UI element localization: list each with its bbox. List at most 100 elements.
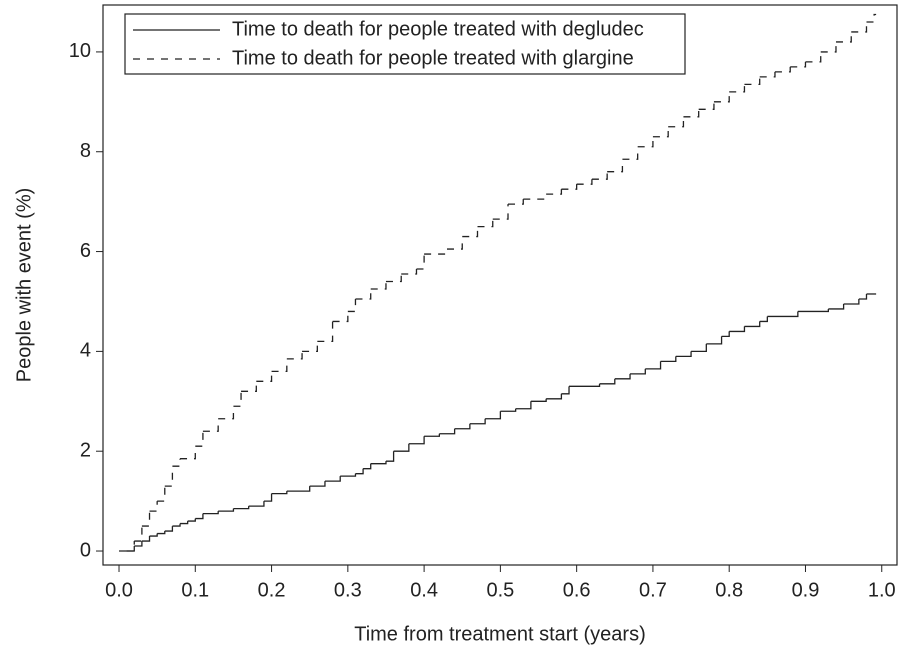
step-line — [195, 513, 204, 520]
step-line — [172, 523, 181, 527]
step-line — [164, 526, 174, 532]
step-line — [599, 378, 616, 385]
x-tick-label: 0.5 — [486, 579, 514, 601]
step-line — [492, 204, 509, 220]
step-line — [843, 298, 860, 305]
step-line — [508, 199, 524, 205]
step-line — [218, 508, 235, 512]
step-line — [729, 84, 746, 93]
step-line — [515, 401, 532, 410]
step-line — [614, 373, 631, 380]
step-line — [401, 269, 418, 275]
step-line — [134, 541, 143, 547]
step-line — [302, 341, 318, 353]
step-line — [134, 526, 143, 542]
step-line — [828, 303, 845, 310]
step-line — [637, 136, 654, 148]
step-line — [119, 546, 135, 552]
plot-frame — [102, 4, 898, 566]
x-tick-label: 0.4 — [410, 579, 438, 601]
step-line — [202, 511, 219, 515]
step-line — [759, 316, 768, 323]
step-line — [797, 308, 830, 313]
step-line — [630, 368, 646, 375]
step-line — [340, 473, 357, 477]
step-line — [645, 361, 662, 370]
step-line — [180, 446, 196, 460]
step-line — [744, 76, 761, 86]
step-line — [408, 436, 425, 445]
y-tick-label: 10 — [69, 40, 91, 62]
step-line — [195, 431, 204, 447]
step-line — [424, 433, 441, 437]
step-line — [721, 331, 730, 338]
step-line — [385, 451, 395, 462]
step-line — [347, 298, 357, 313]
step-line — [439, 428, 456, 435]
step-line — [286, 351, 303, 360]
step-line — [164, 466, 174, 487]
x-tick-label: 1.0 — [868, 579, 896, 601]
step-line — [675, 351, 692, 358]
x-tick-label: 0.0 — [105, 579, 133, 601]
step-line — [622, 146, 639, 160]
y-tick-label: 0 — [80, 539, 91, 561]
step-line — [561, 386, 570, 395]
step-line — [607, 159, 624, 173]
step-line — [141, 536, 151, 542]
step-line — [126, 541, 135, 552]
step-line — [805, 51, 822, 63]
step-line — [858, 293, 868, 300]
step-line — [668, 116, 685, 128]
step-line — [652, 126, 669, 138]
y-tick-label: 6 — [80, 240, 91, 262]
step-line — [820, 41, 837, 53]
step-line — [835, 31, 852, 43]
x-tick-label: 0.3 — [334, 579, 362, 601]
legend-label: Time to death for people treated with gl… — [232, 47, 634, 69]
step-line — [500, 408, 517, 412]
step-line — [485, 411, 502, 420]
step-line — [591, 171, 608, 180]
step-line — [851, 21, 868, 33]
step-line — [446, 236, 463, 250]
step-line — [561, 184, 578, 190]
step-line — [332, 311, 349, 323]
step-line — [187, 518, 196, 522]
step-line — [530, 398, 547, 402]
y-tick-label: 2 — [80, 439, 91, 461]
step-line — [317, 321, 334, 343]
step-line — [149, 501, 158, 512]
step-line — [576, 179, 593, 185]
x-tick-label: 0.2 — [258, 579, 286, 601]
step-line — [424, 249, 448, 255]
step-line — [286, 486, 311, 492]
step-line — [569, 383, 601, 387]
step-line — [523, 194, 547, 200]
step-line — [866, 13, 877, 23]
x-tick-label: 0.7 — [639, 579, 667, 601]
step-line — [241, 381, 257, 392]
step-line — [370, 281, 387, 290]
step-line — [233, 391, 242, 407]
step-line — [546, 189, 563, 195]
step-line — [698, 101, 715, 110]
legend-label: Time to death for people treated with de… — [232, 18, 644, 40]
step-line — [172, 458, 181, 467]
step-line — [454, 423, 471, 430]
step-line — [324, 476, 341, 482]
step-line — [248, 501, 265, 507]
step-line — [141, 511, 151, 527]
step-line — [546, 393, 563, 400]
step-line — [157, 531, 166, 535]
legend-box — [124, 13, 686, 75]
step-line — [744, 321, 761, 328]
step-line — [462, 226, 479, 238]
step-line — [729, 326, 746, 333]
step-line — [767, 311, 799, 318]
step-line — [469, 418, 486, 425]
step-line — [706, 336, 723, 345]
step-line — [713, 91, 730, 103]
